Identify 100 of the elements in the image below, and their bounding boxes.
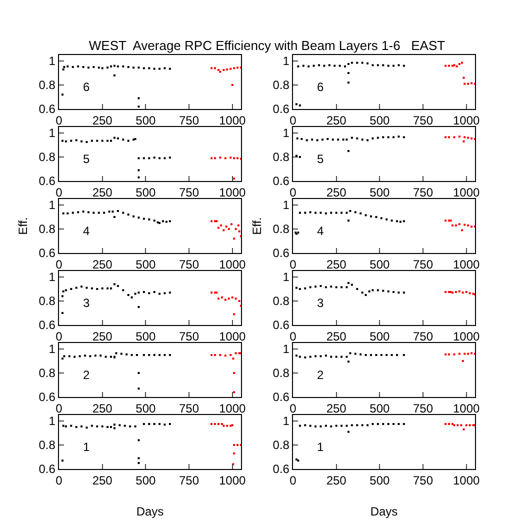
x-tick-label: 750: [412, 186, 434, 200]
y-tick-label: 0.8: [38, 438, 56, 452]
x-tick-label: 0: [290, 402, 297, 416]
x-tick-label: 500: [136, 258, 156, 272]
y-tick-label: 1: [48, 270, 56, 284]
y-tick-label: 1: [48, 198, 56, 212]
y-tick-label: 0.8: [38, 78, 56, 92]
x-tick-label: 1000: [452, 474, 480, 488]
x-tick-label: 750: [412, 258, 434, 272]
annotation: 4: [83, 224, 90, 238]
x-tick-label: 500: [370, 186, 390, 200]
x-tick-label: 0: [56, 114, 63, 128]
y-tick-label: 1: [282, 270, 290, 284]
x-tick-label: 500: [136, 402, 156, 416]
annotation: 3: [83, 296, 90, 310]
x-tick-label: 0: [56, 330, 63, 344]
annotation: 5: [317, 152, 324, 166]
y-tick-label: 1: [282, 342, 290, 356]
x-tick-label: 500: [370, 402, 390, 416]
x-tick-label: 0: [290, 258, 297, 272]
y-tick-label: 0.8: [272, 366, 290, 380]
annotation: 1: [317, 440, 324, 454]
y-tick-label: 0.6: [272, 174, 290, 188]
x-tick-label: 250: [326, 258, 347, 272]
x-tick-label: 750: [178, 114, 200, 128]
x-tick-label: 0: [56, 186, 63, 200]
x-tick-label: 250: [92, 114, 113, 128]
y-tick-label: 1: [282, 126, 290, 140]
x-tick-label: 750: [178, 402, 200, 416]
x-tick-label: 1000: [452, 330, 480, 344]
annotation: 6: [317, 80, 324, 94]
y-tick-label: 0.6: [38, 246, 56, 260]
y-tick-label: 0.6: [38, 462, 56, 476]
x-tick-label: 1000: [218, 402, 246, 416]
y-tick-label: 1: [48, 414, 56, 428]
y-tick-label: 1: [282, 198, 290, 212]
x-tick-label: 1000: [452, 258, 480, 272]
y-tick-label: 0.8: [38, 222, 56, 236]
y-tick-label: 0.6: [38, 318, 56, 332]
x-tick-label: 500: [370, 474, 390, 488]
x-tick-label: 750: [178, 186, 200, 200]
y-tick-label: 0.8: [272, 222, 290, 236]
x-tick-label: 500: [370, 258, 390, 272]
x-tick-label: 1000: [218, 186, 246, 200]
y-tick-label: 1: [48, 54, 56, 68]
y-tick-label: 0.8: [38, 150, 56, 164]
y-tick-label: 0.6: [272, 318, 290, 332]
y-tick-label: 1: [48, 126, 56, 140]
x-axis-title: Days: [370, 504, 398, 518]
x-tick-label: 0: [290, 114, 297, 128]
y-axis-title: Eff.: [16, 217, 30, 235]
annotation: 2: [83, 368, 90, 382]
x-tick-label: 1000: [218, 330, 246, 344]
x-tick-label: 250: [326, 114, 347, 128]
y-axis-title: Eff.: [250, 217, 264, 235]
y-tick-label: 0.6: [38, 390, 56, 404]
annotation: 6: [83, 80, 90, 94]
y-tick-label: 0.6: [272, 246, 290, 260]
y-tick-label: 0.8: [272, 78, 290, 92]
x-tick-label: 0: [290, 330, 297, 344]
x-tick-label: 250: [326, 186, 347, 200]
y-tick-label: 0.8: [272, 294, 290, 308]
x-tick-label: 0: [56, 474, 63, 488]
x-tick-label: 500: [136, 186, 156, 200]
y-tick-label: 0.8: [38, 366, 56, 380]
annotation: 4: [317, 224, 324, 238]
x-tick-label: 250: [326, 402, 347, 416]
x-tick-label: 750: [412, 402, 434, 416]
annotation: 5: [83, 152, 90, 166]
x-tick-label: 0: [290, 474, 297, 488]
y-tick-label: 0.6: [272, 102, 290, 116]
y-tick-label: 1: [282, 54, 290, 68]
annotation: 1: [83, 440, 90, 454]
x-tick-label: 1000: [452, 114, 480, 128]
x-tick-label: 250: [92, 258, 113, 272]
x-tick-label: 250: [92, 474, 113, 488]
x-tick-label: 1000: [218, 474, 246, 488]
x-tick-label: 1000: [218, 258, 246, 272]
x-tick-label: 1000: [452, 186, 480, 200]
x-tick-label: 500: [136, 474, 156, 488]
x-tick-label: 500: [370, 114, 390, 128]
x-tick-label: 750: [412, 474, 434, 488]
x-tick-label: 250: [92, 402, 113, 416]
x-tick-label: 250: [326, 330, 347, 344]
x-tick-label: 0: [290, 186, 297, 200]
x-tick-label: 1000: [218, 114, 246, 128]
x-tick-label: 0: [56, 402, 63, 416]
y-tick-label: 0.6: [272, 390, 290, 404]
y-tick-label: 0.8: [38, 294, 56, 308]
x-tick-label: 500: [136, 114, 156, 128]
annotation: 2: [317, 368, 324, 382]
y-tick-label: 0.6: [38, 102, 56, 116]
x-tick-label: 750: [178, 330, 200, 344]
x-tick-label: 0: [56, 258, 63, 272]
x-tick-label: 750: [178, 474, 200, 488]
x-tick-label: 250: [92, 186, 113, 200]
x-tick-label: 250: [92, 330, 113, 344]
y-tick-label: 0.8: [272, 438, 290, 452]
x-tick-label: 750: [412, 114, 434, 128]
y-tick-label: 0.8: [272, 150, 290, 164]
